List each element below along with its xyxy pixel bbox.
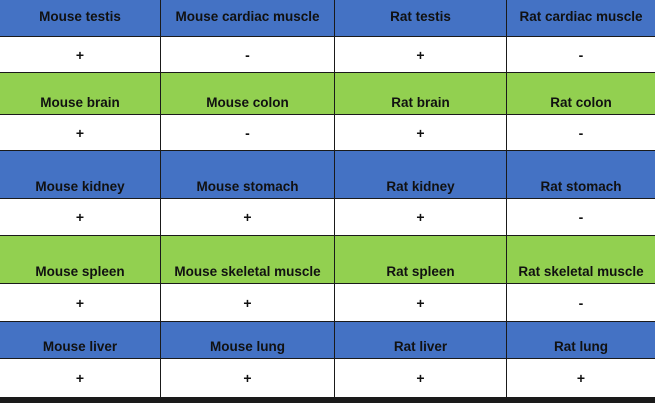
tissue-label-cell: Rat stomach — [507, 151, 655, 199]
tissue-label-cell: Mouse colon — [161, 73, 335, 115]
expression-result-cell: - — [507, 37, 655, 73]
tissue-label-cell: Mouse cardiac muscle — [161, 0, 335, 37]
expression-result-cell: + — [507, 359, 655, 398]
expression-result-cell: + — [0, 199, 161, 236]
tissue-label-cell: Mouse brain — [0, 73, 161, 115]
tissue-label-cell: Mouse liver — [0, 322, 161, 359]
expression-result-cell: - — [507, 115, 655, 151]
tissue-label-cell: Rat kidney — [335, 151, 507, 199]
tissue-label-cell: Rat cardiac muscle — [507, 0, 655, 37]
tissue-label-cell: Mouse kidney — [0, 151, 161, 199]
tissue-label-cell: Rat lung — [507, 322, 655, 359]
tissue-label-cell: Mouse stomach — [161, 151, 335, 199]
tissue-label-cell: Rat testis — [335, 0, 507, 37]
expression-result-cell: + — [335, 115, 507, 151]
tissue-label-cell: Rat skeletal muscle — [507, 236, 655, 284]
expression-result-cell: + — [335, 37, 507, 73]
expression-result-cell: + — [0, 115, 161, 151]
expression-result-cell: + — [0, 37, 161, 73]
tissue-label-cell: Rat liver — [335, 322, 507, 359]
expression-result-cell: + — [335, 284, 507, 322]
tissue-label-cell: Rat spleen — [335, 236, 507, 284]
expression-result-cell: - — [507, 284, 655, 322]
expression-result-cell: + — [161, 199, 335, 236]
expression-result-cell: + — [161, 284, 335, 322]
expression-result-cell: + — [161, 359, 335, 398]
expression-result-cell: + — [0, 284, 161, 322]
expression-result-cell: - — [161, 115, 335, 151]
tissue-label-cell: Mouse testis — [0, 0, 161, 37]
expression-result-cell: - — [161, 37, 335, 73]
expression-result-cell: - — [507, 199, 655, 236]
tissue-label-cell: Rat colon — [507, 73, 655, 115]
expression-result-cell: + — [335, 359, 507, 398]
expression-result-cell: + — [0, 359, 161, 398]
tissue-label-cell: Mouse lung — [161, 322, 335, 359]
tissue-label-cell: Rat brain — [335, 73, 507, 115]
expression-result-cell: + — [335, 199, 507, 236]
tissue-label-cell: Mouse skeletal muscle — [161, 236, 335, 284]
tissue-label-cell: Mouse spleen — [0, 236, 161, 284]
